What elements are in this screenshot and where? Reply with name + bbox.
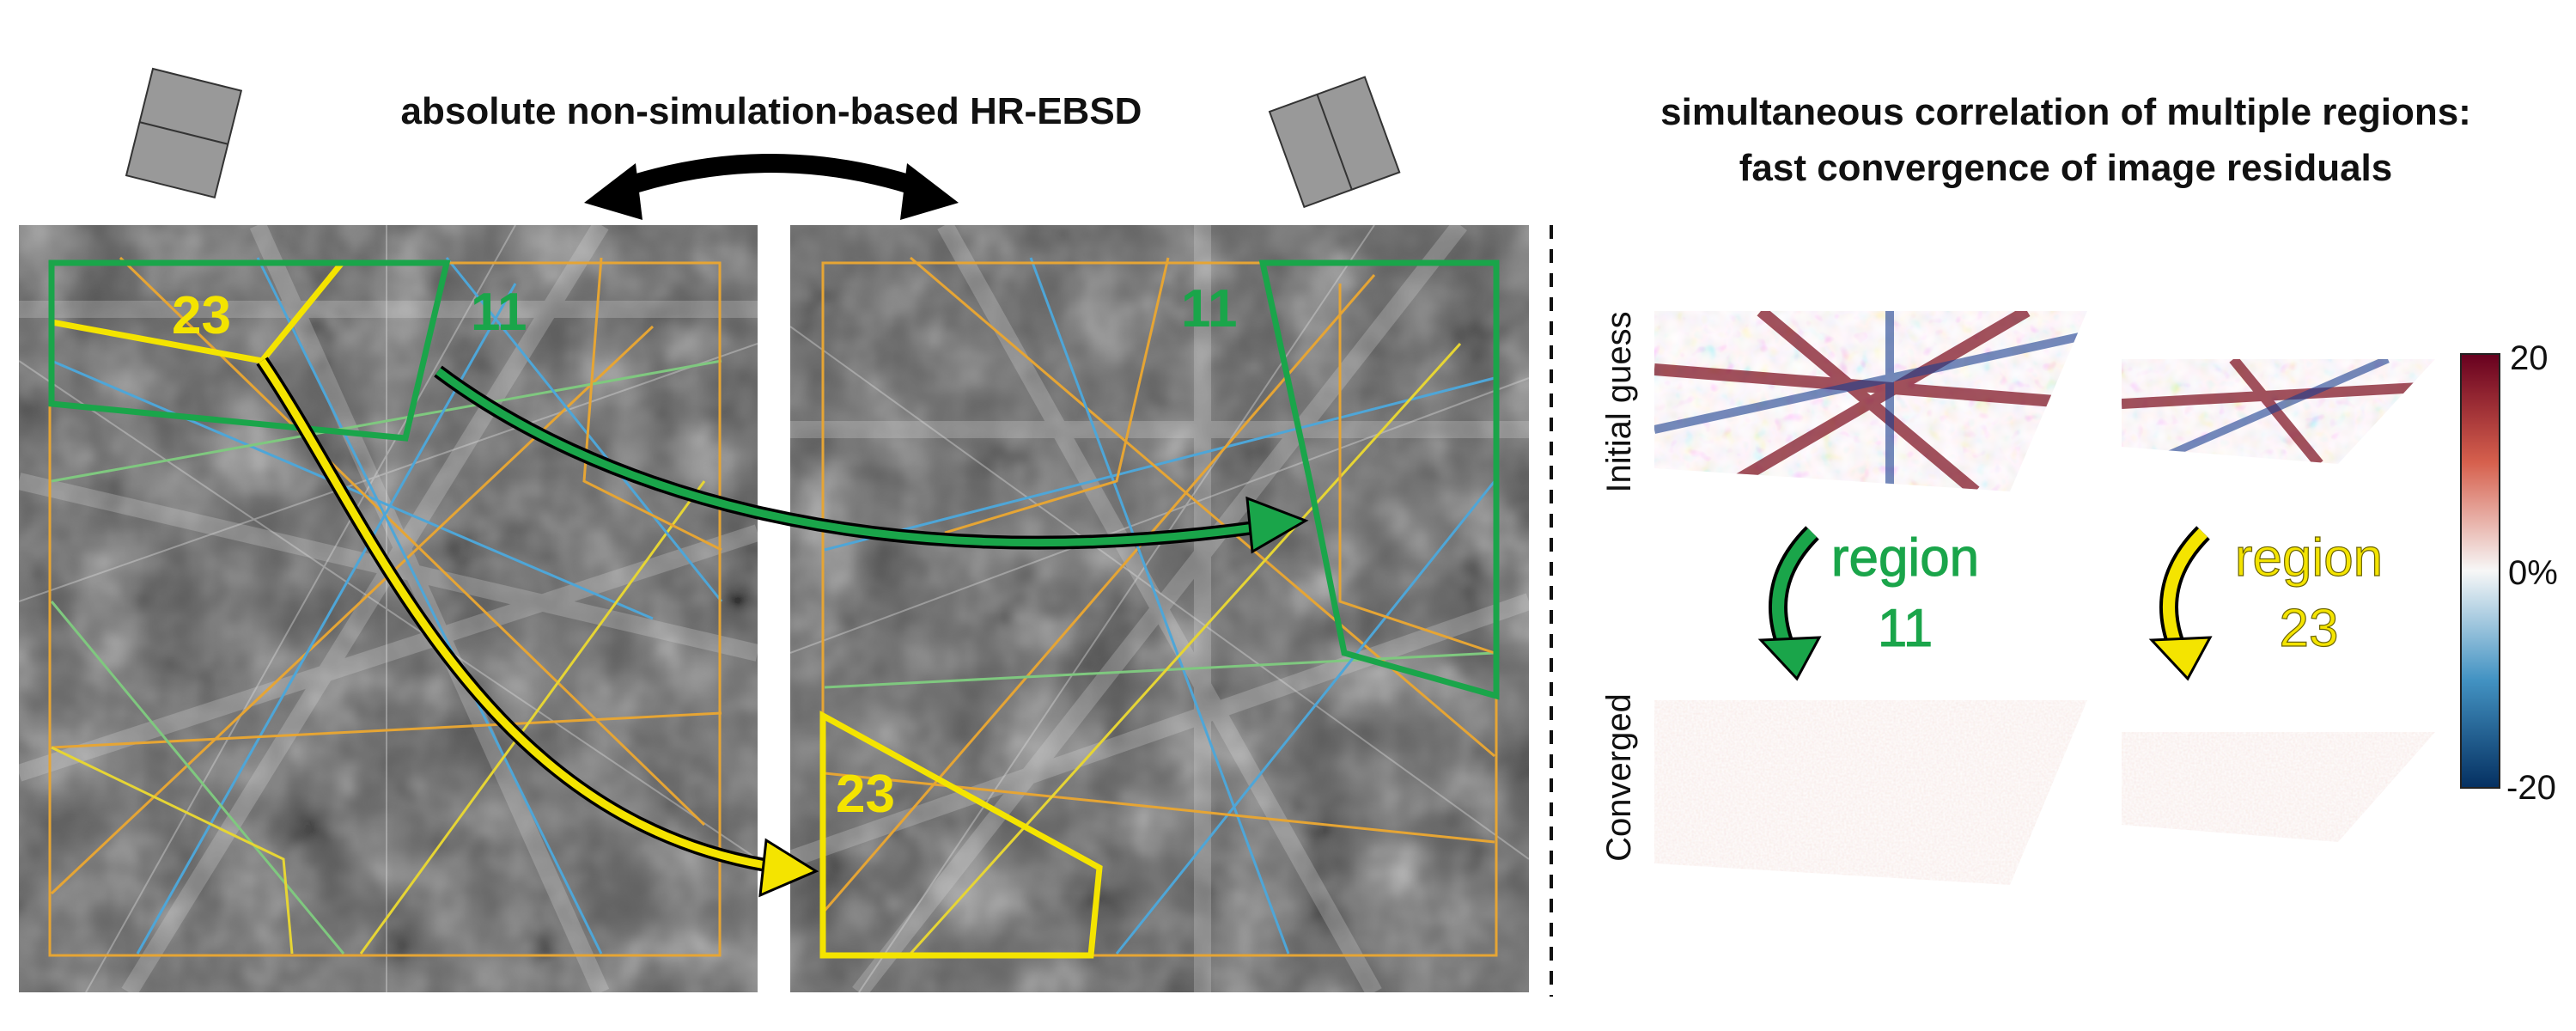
region-11-label-right: 11 xyxy=(1181,279,1238,339)
green-down-arrow xyxy=(1757,526,1822,681)
double-arrow xyxy=(615,154,928,198)
detector-icon-left xyxy=(125,67,243,199)
residual-map-23-initial xyxy=(2122,359,2435,464)
residual-map-11-converged xyxy=(1654,700,2087,885)
region-23-number: 23 xyxy=(2280,599,2339,658)
detector-icon-right xyxy=(1268,76,1401,209)
region-11-label-left: 11 xyxy=(471,283,527,342)
colorbar-min-label: -20 xyxy=(2506,769,2556,807)
double-arrow-head-left xyxy=(584,163,642,220)
row-label-converged: Converged xyxy=(1600,693,1638,862)
row-label-initial: Initial guess xyxy=(1600,311,1638,492)
region-11-number: 11 xyxy=(1878,599,1933,658)
region-23-label-right: 23 xyxy=(836,765,895,824)
colorbar xyxy=(2460,353,2500,789)
colorbar-max-label: 20 xyxy=(2510,339,2549,377)
region-11-outline-right xyxy=(1258,259,1500,700)
colorbar-mid-label: 0% xyxy=(2508,554,2558,592)
residual-map-23-converged xyxy=(2122,732,2435,842)
region-23-outline-right xyxy=(819,711,1103,959)
left-title: absolute non-simulation-based HR-EBSD xyxy=(401,90,1142,132)
region-23-label-left: 23 xyxy=(172,286,231,345)
yellow-arrow xyxy=(256,357,819,898)
region-11-outline-left xyxy=(48,259,451,442)
yellow-down-arrow xyxy=(2148,526,2213,681)
pattern-panel-right: 11 23 xyxy=(790,225,1529,992)
green-arrow xyxy=(434,365,1309,554)
right-title-line1: simultaneous correlation of multiple reg… xyxy=(1660,91,2471,133)
region-23-word: region xyxy=(2235,528,2383,588)
right-title-line2: fast convergence of image residuals xyxy=(1739,147,2393,189)
double-arrow-head-right xyxy=(900,163,959,220)
pattern-panel-left: 23 11 xyxy=(19,225,758,992)
residual-map-11-initial xyxy=(1654,311,2087,491)
region-11-word: region xyxy=(1831,528,1979,588)
